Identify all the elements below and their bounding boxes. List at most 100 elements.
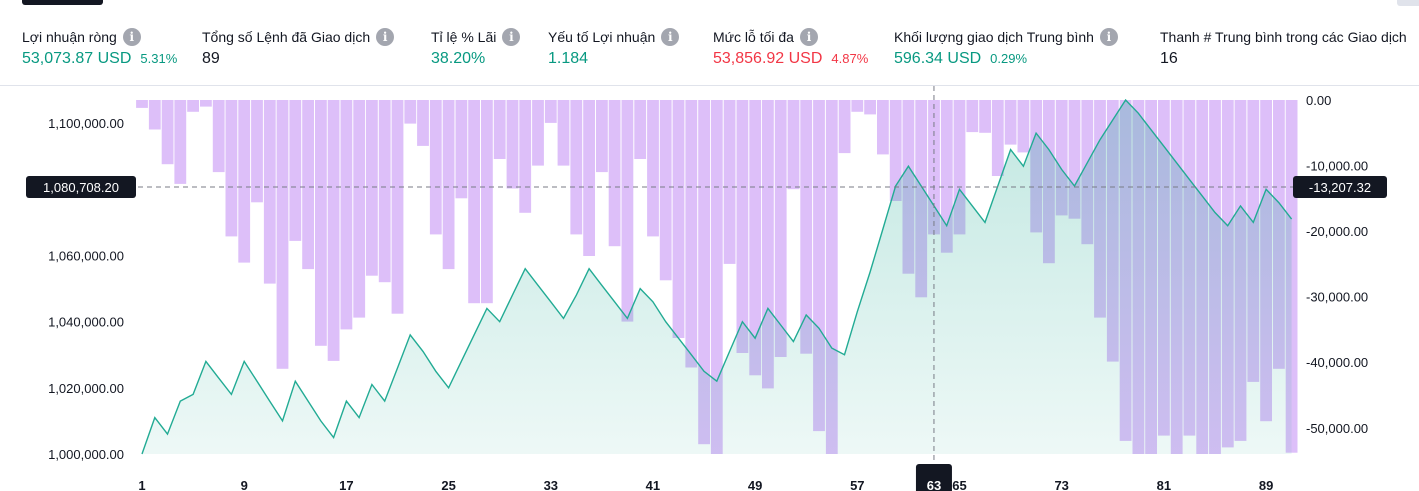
drawdown-bar bbox=[889, 100, 902, 201]
header-divider bbox=[0, 85, 1419, 86]
drawdown-bar bbox=[174, 100, 187, 184]
left-price-axis: 1,000,000.00 1,020,000.00 1,040,000.00 1,06… bbox=[26, 116, 136, 462]
right-axis-tick-label: 0.00 bbox=[1306, 93, 1331, 108]
stat-percent: 5.31% bbox=[140, 51, 178, 66]
drawdown-bar bbox=[953, 100, 966, 235]
drawdown-bar bbox=[1017, 100, 1030, 153]
crosshair-left-value-box bbox=[26, 175, 136, 198]
drawdown-bar bbox=[877, 100, 889, 155]
info-circle-icon[interactable]: i bbox=[661, 28, 680, 46]
info-circle-icon[interactable]: i bbox=[502, 28, 521, 46]
right-axis-tick-label: -10,000.00 bbox=[1306, 159, 1368, 174]
equity-area bbox=[142, 100, 1292, 454]
drawdown-bar bbox=[710, 100, 723, 454]
drawdown-bar bbox=[608, 100, 621, 247]
drawdown-bar bbox=[659, 100, 672, 281]
stat-value: 53,856.92 USD bbox=[713, 50, 823, 67]
stat-percent-profitable: Tỉ lệ % Lãi i 38.20% bbox=[431, 26, 521, 74]
drawdown-bar bbox=[800, 100, 813, 354]
stat-percent: 4.87% bbox=[831, 51, 869, 66]
x-axis-tick-label: 81 bbox=[1157, 478, 1171, 491]
drawdown-bar bbox=[813, 100, 825, 432]
x-axis-tick-label: 65 bbox=[952, 478, 966, 491]
right-axis-tick-label: -50,000.00 bbox=[1306, 421, 1368, 436]
active-tab-indicator bbox=[22, 0, 103, 5]
left-axis-tick-label: 1,100,000.00 bbox=[48, 116, 124, 131]
drawdown-bar bbox=[544, 100, 557, 123]
drawdown-bar bbox=[468, 100, 480, 304]
crosshair-x-value-box bbox=[915, 464, 952, 491]
stat-value: 89 bbox=[202, 50, 220, 67]
drawdown-bar bbox=[493, 100, 506, 159]
x-axis-tick-label: 9 bbox=[241, 478, 248, 491]
crosshair-x-value: 63 bbox=[927, 478, 941, 491]
drawdown-bar bbox=[825, 100, 838, 454]
stat-avg-bars-in-trades: Thanh # Trung bình trong các Giao dịch 1… bbox=[1160, 26, 1407, 74]
drawdown-bar bbox=[647, 100, 659, 237]
equity-drawdown-chart[interactable]: 1,000,000.00 1,020,000.00 1,040,000.00 1,06… bbox=[0, 86, 1419, 491]
crosshair-right-value-box bbox=[1293, 175, 1387, 198]
drawdown-bar bbox=[136, 100, 148, 108]
info-circle-icon[interactable]: i bbox=[376, 28, 395, 46]
drawdown-bar bbox=[723, 100, 736, 264]
info-circle-icon[interactable]: i bbox=[122, 28, 141, 46]
drawdown-bar bbox=[519, 100, 532, 213]
stat-avg-trade: Khối lượng giao dịch Trung bình i 596.34 … bbox=[894, 26, 1118, 74]
drawdown-bar bbox=[417, 100, 429, 146]
drawdown-bar bbox=[302, 100, 314, 270]
stat-value: 16 bbox=[1160, 50, 1178, 67]
x-axis-tick-label: 57 bbox=[850, 478, 864, 491]
top-tab-strip bbox=[0, 0, 1419, 6]
drawdown-bar bbox=[212, 100, 225, 173]
drawdown-bar bbox=[991, 100, 1004, 176]
x-axis-tick-label: 33 bbox=[544, 478, 558, 491]
stat-value: 38.20% bbox=[431, 50, 486, 67]
drawdown-bar bbox=[340, 100, 353, 330]
stat-label: Yếu tố Lợi nhuận bbox=[548, 29, 656, 45]
right-axis-tick-label: -20,000.00 bbox=[1306, 224, 1368, 239]
stat-value: 596.34 USD bbox=[894, 50, 982, 67]
stat-label: Lợi nhuận ròng bbox=[22, 29, 117, 45]
drawdown-bar bbox=[851, 100, 864, 112]
drawdown-bar bbox=[238, 100, 251, 263]
drawdown-bar bbox=[762, 100, 774, 389]
info-circle-icon[interactable]: i bbox=[1099, 28, 1118, 46]
x-axis-tick-label: 73 bbox=[1054, 478, 1068, 491]
right-axis-tick-label: -30,000.00 bbox=[1306, 290, 1368, 305]
drawdown-bar bbox=[774, 100, 787, 357]
drawdown-bar bbox=[940, 100, 953, 253]
drawdown-bar bbox=[289, 100, 302, 241]
drawdown-bar bbox=[429, 100, 442, 235]
drawdown-bar bbox=[391, 100, 404, 314]
drawdown-bar bbox=[442, 100, 455, 270]
drawdown-bar bbox=[1055, 100, 1068, 216]
drawdown-bar bbox=[966, 100, 979, 133]
drawdown-bar bbox=[570, 100, 583, 235]
drawdown-bar bbox=[787, 100, 800, 190]
drawdown-bar bbox=[200, 100, 212, 107]
drawdown-bar bbox=[161, 100, 174, 165]
drawdown-bar bbox=[276, 100, 289, 369]
drawdown-bar bbox=[263, 100, 276, 284]
x-axis-tick-label: 25 bbox=[441, 478, 455, 491]
drawdown-bar bbox=[864, 100, 876, 115]
drawdown-bar bbox=[1068, 100, 1081, 219]
drawdown-bar bbox=[378, 100, 391, 283]
drawdown-bar bbox=[1004, 100, 1017, 145]
stat-percent: 0.29% bbox=[990, 51, 1028, 66]
drawdown-bar bbox=[404, 100, 417, 124]
drawdown-bar bbox=[698, 100, 710, 445]
drawdown-bar bbox=[557, 100, 570, 166]
drawdown-bar bbox=[455, 100, 468, 199]
stat-label: Khối lượng giao dịch Trung bình bbox=[894, 29, 1094, 45]
left-axis-tick-label: 1,040,000.00 bbox=[48, 315, 124, 330]
x-axis-tick-label: 49 bbox=[748, 478, 762, 491]
performance-summary: Lợi nhuận ròng i 53,073.87 USD 5.31% Tổng … bbox=[0, 26, 1419, 76]
info-circle-icon[interactable]: i bbox=[799, 28, 818, 46]
drawdown-bar bbox=[315, 100, 327, 346]
drawdown-bar bbox=[366, 100, 378, 276]
drawdown-bar bbox=[251, 100, 263, 203]
left-axis-tick-label: 1,000,000.00 bbox=[48, 447, 124, 462]
drawdown-bar bbox=[148, 100, 161, 130]
stat-value: 53,073.87 USD bbox=[22, 50, 132, 67]
